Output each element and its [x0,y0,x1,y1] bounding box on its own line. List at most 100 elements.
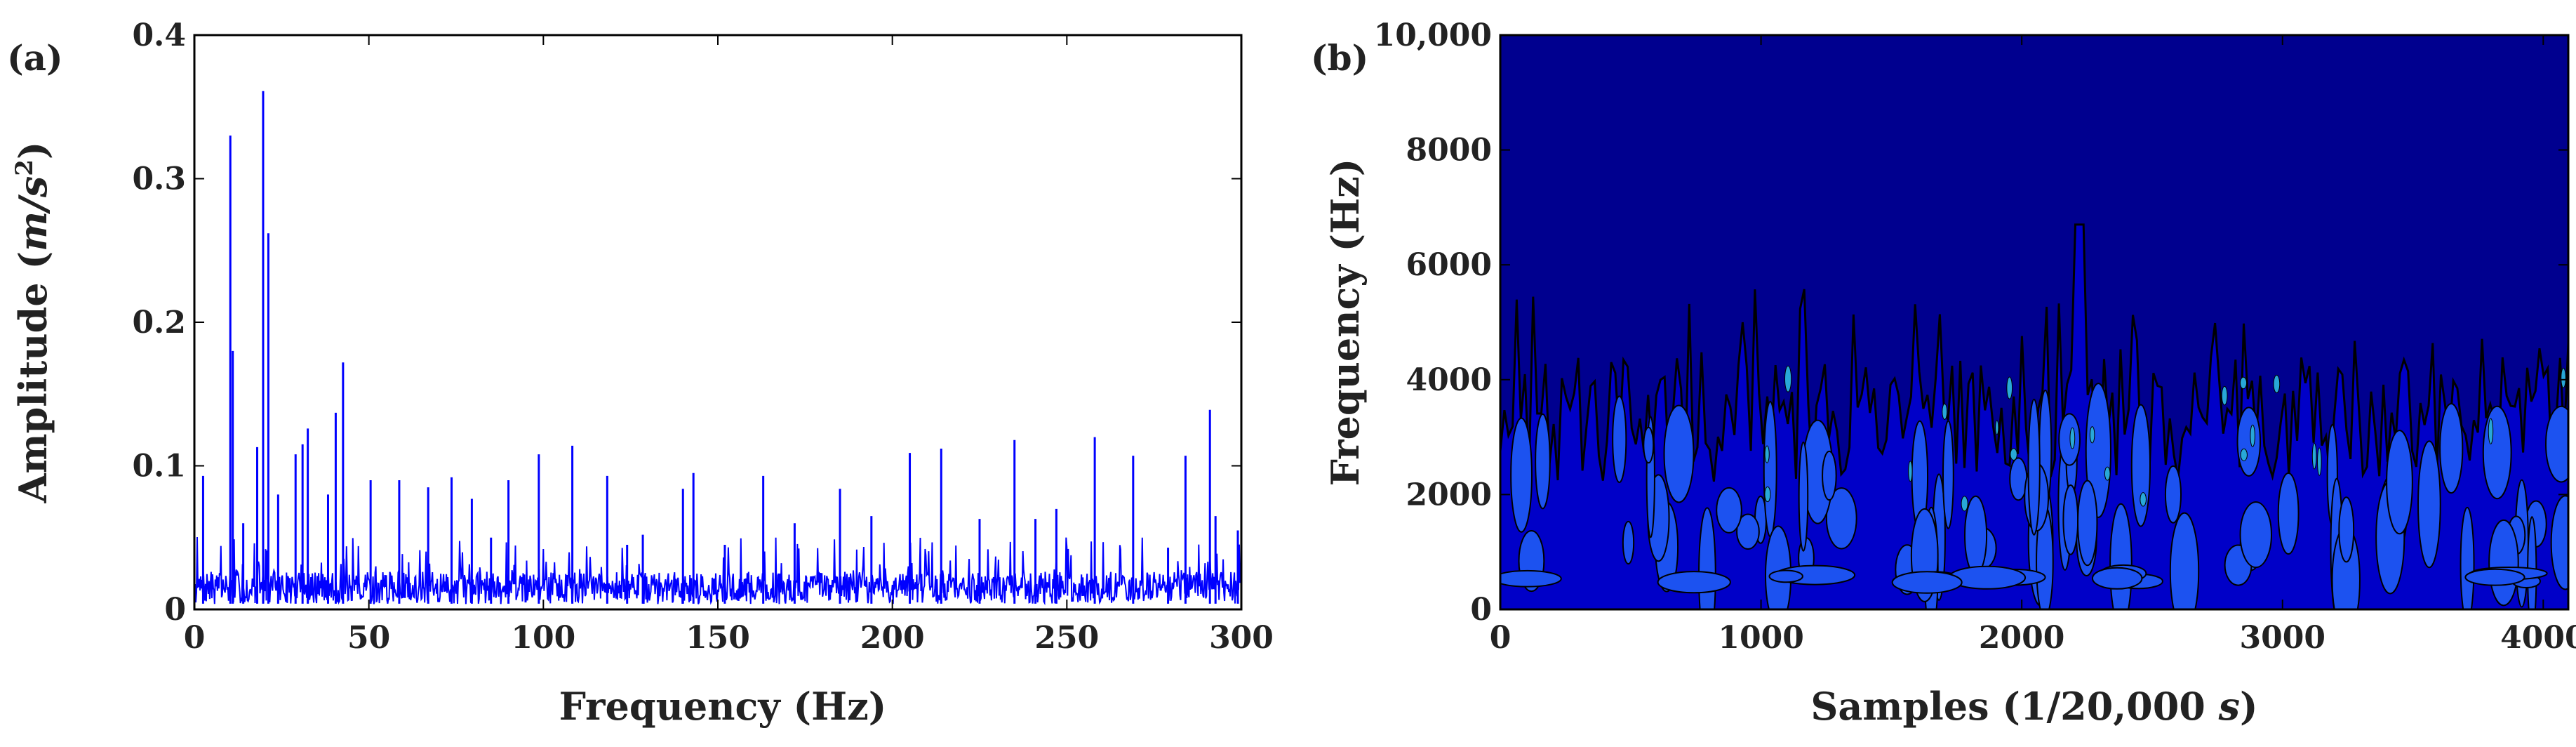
axes-frame-a [193,34,1243,611]
y-axis-title-b: Frequency (Hz) [1323,159,1368,487]
panel-label-b: (b) [1311,37,1368,79]
contour-level-3 [1961,496,1968,512]
contour-level-2 [1768,569,1803,583]
y-tick-label-b: 10,000 [1374,18,1492,53]
spectrum-chart: (a) Amplitude (m/s2) Frequency (Hz) 0 50 1… [7,18,1274,729]
y-tick-label-a: 0 [164,592,186,628]
contour-level-3 [2317,447,2322,476]
y-tick-label-b: 0 [1470,592,1492,628]
x-tick-label-b: 0 [1490,620,1511,656]
contour-level-2 [2386,430,2413,535]
contour-level-2 [2482,405,2512,500]
contour-level-2 [1822,450,1837,501]
contour-level-2 [2545,405,2568,483]
contour-level-3 [2311,442,2317,470]
plot-area-a [194,91,1241,606]
contour-level-3 [2240,448,2248,461]
contour-level-2 [2027,398,2041,536]
y-tick-label-a: 0.3 [132,161,186,197]
contour-level-3 [2488,418,2494,444]
contour-level-3 [2089,426,2095,444]
x-tick-label-a: 100 [511,620,575,656]
x-tick-label-a: 0 [184,620,206,656]
contour-level-2 [2062,484,2079,555]
x-tick-label-a: 300 [1209,620,1274,656]
contour-level-2 [2085,383,2111,518]
contour-level-3 [1942,403,1948,420]
x-tick-label-b: 3000 [2240,620,2325,656]
contour-level-3 [2221,385,2228,406]
contour-level-2 [2058,413,2081,466]
x-tick-label-a: 50 [347,620,390,656]
contour-level-3 [1764,486,1771,503]
contour-level-2 [2164,465,2182,524]
contour-level-3 [2006,376,2013,399]
contour-level-3 [1784,365,1792,392]
x-tick-label-a: 250 [1034,620,1099,656]
contour-level-3 [1995,420,1999,435]
contour-level-2 [2169,512,2200,609]
x-tick-label-b: 2000 [1979,620,2064,656]
contour-level-2 [2464,568,2525,586]
contour-level-2 [2239,501,2272,569]
x-tick-label-b: 4000 [2500,620,2576,656]
contour-level-2 [2550,495,2568,590]
contour-level-2 [1942,420,1954,529]
y-tick-label-a: 0.1 [132,449,186,484]
contour-level-2 [2460,506,2475,609]
contour-level-3 [2561,367,2566,388]
contour-level-3 [2010,448,2017,461]
y-tick-label-b: 6000 [1406,247,1492,283]
contour-level-2 [2091,567,2143,590]
time-frequency-chart: (b) Frequency (Hz) Samples (1/20,000 s) … [1311,18,2576,729]
plot-area-b [1500,223,2568,609]
ticks-b: 0 1000 2000 3000 4000 0 2000 4000 6000 8000 10,000 [1374,18,2576,656]
contour-level-2 [1612,395,1627,484]
contour-level-2 [1535,413,1551,510]
contour-level-2 [1663,404,1695,503]
x-axis-title-b: Samples (1/20,000 s) [1810,684,2257,729]
y-tick-label-b: 2000 [1406,477,1492,513]
x-axis-title-a: Frequency (Hz) [559,684,887,729]
contour-level-2 [2277,472,2300,555]
contour-level-2 [1500,569,1562,588]
contour-level-2 [2077,480,2098,567]
contour-level-2 [1622,520,1635,565]
contour-level-3 [2273,374,2281,393]
contour-level-2 [2236,406,2262,477]
contour-level-2 [1825,487,1857,550]
y-tick-label-b: 8000 [1406,133,1492,168]
contour-level-2 [1716,487,1742,534]
contour-level-2 [2488,519,2519,607]
contour-level-2 [1891,571,1963,594]
contour-level-2 [2338,496,2355,563]
contour-level-2 [1736,513,1760,550]
y-tick-label-a: 0.2 [132,305,186,341]
contour-level-3 [2239,376,2248,390]
x-tick-label-b: 1000 [1718,620,1803,656]
panel-label-a: (a) [7,37,63,79]
contour-level-2 [2439,402,2464,494]
contour-level-3 [1908,461,1913,482]
contour-level-3 [2140,492,2147,507]
contour-level-2 [1964,495,1988,576]
contour-level-3 [2250,424,2255,447]
contour-level-2 [2417,440,2441,569]
contour-level-3 [2104,466,2111,481]
contour-level-2 [1657,571,1731,594]
y-tick-label-a: 0.4 [132,18,186,53]
series-line [194,536,1241,606]
y-axis-title-a: Amplitude (m/s2) [11,142,55,504]
x-tick-label-a: 200 [860,620,925,656]
axes-frame-b [1499,34,2570,611]
contour-level-3 [1764,445,1770,463]
y-tick-label-b: 4000 [1406,362,1492,398]
contour-level-3 [2069,427,2076,449]
contour-level-2 [1643,426,1655,464]
x-tick-label-a: 150 [686,620,750,656]
contour-level-2 [2130,404,2151,527]
contour-level-2 [1798,441,1809,552]
contour-level-2 [1763,400,1777,538]
ticks-a: 0 50 100 150 200 250 300 0 0.1 0.2 0.3 0.4 [132,18,1273,656]
